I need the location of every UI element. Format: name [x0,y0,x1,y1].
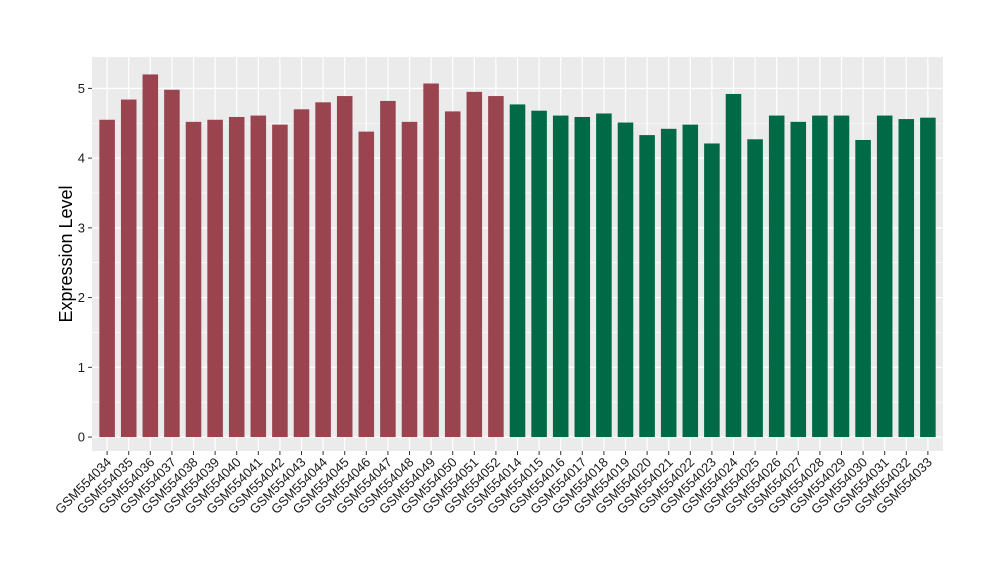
bar-GSM554031 [876,115,893,438]
bar-GSM554039 [207,119,223,438]
bar-GSM554019 [617,122,634,438]
bar-GSM554048 [401,121,418,438]
x-axis: GSM554034GSM554035GSM554036GSM554037GSM5… [52,451,935,517]
bar-GSM554038 [185,121,202,438]
bar-GSM554020 [639,135,655,438]
bar-GSM554036 [142,74,159,438]
y-tick-label: 4 [78,151,85,166]
bar-GSM554027 [790,121,807,438]
y-tick-label: 1 [78,360,85,375]
bar-GSM554033 [920,117,936,438]
bar-GSM554018 [596,113,612,438]
bar-GSM554045 [336,96,353,438]
bar-GSM554049 [423,83,439,438]
bar-GSM554026 [768,115,785,438]
bar-GSM554024 [725,93,742,438]
bar-GSM554041 [250,115,267,438]
bar-GSM554014 [509,104,526,438]
bar-GSM554040 [228,116,245,438]
bar-GSM554015 [531,110,547,438]
y-axis: 0 1 2 3 4 5 [78,81,92,445]
bar-GSM554046 [358,131,375,438]
bars [99,74,936,438]
bar-GSM554051 [466,91,483,438]
bar-GSM554025 [747,139,763,438]
bar-GSM554029 [833,115,850,438]
y-tick-label: 0 [78,430,85,445]
y-tick-label: 2 [78,290,85,305]
y-axis-title: Expression Level [56,185,76,322]
bar-GSM554047 [380,100,396,438]
bar-GSM554042 [272,124,288,438]
bar-GSM554022 [682,124,699,438]
bar-GSM554050 [444,111,461,438]
bar-GSM554037 [164,89,180,438]
bar-GSM554028 [812,115,828,438]
bar-GSM554044 [315,102,331,438]
bar-GSM554023 [704,143,720,438]
bar-GSM554034 [99,119,115,438]
bar-GSM554017 [574,116,591,438]
y-tick-label: 5 [78,81,85,96]
y-tick-label: 3 [78,220,85,235]
bar-GSM554016 [552,115,569,438]
bar-GSM554030 [855,139,871,438]
bar-GSM554035 [120,99,137,438]
bar-GSM554043 [293,109,310,438]
bar-GSM554032 [898,119,915,438]
bar-GSM554021 [660,128,677,438]
bar-GSM554052 [488,96,504,438]
